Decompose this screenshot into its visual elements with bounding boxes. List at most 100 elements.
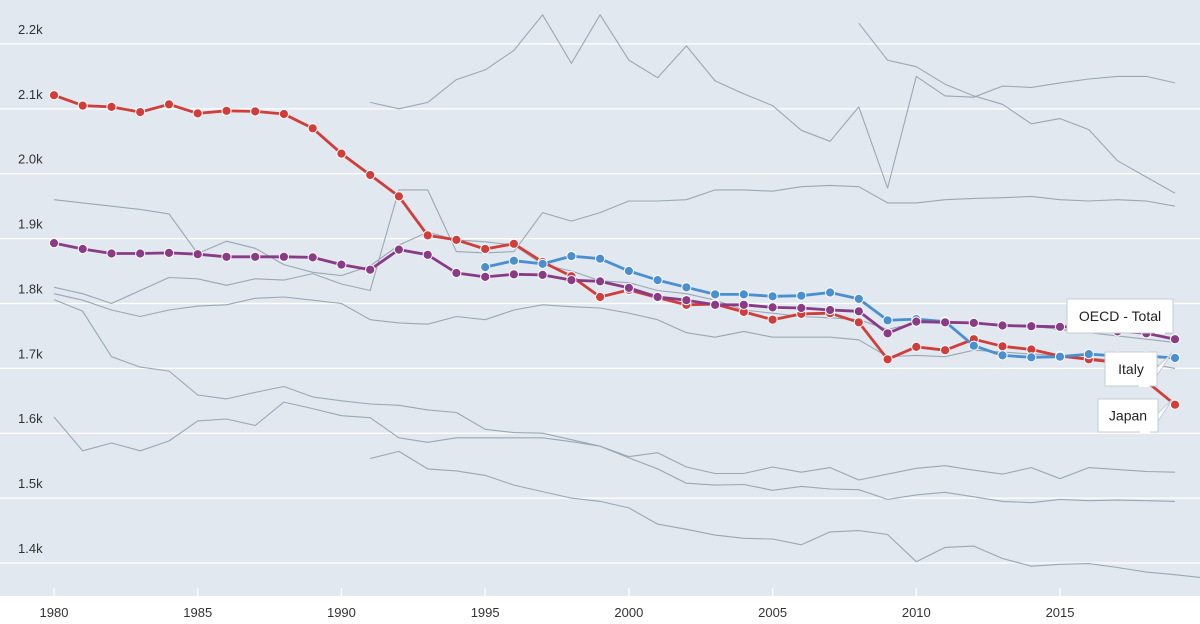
oecd-total-point[interactable] [595, 276, 606, 287]
x-tick-label: 2005 [758, 605, 787, 620]
highlighted-series [48, 90, 1181, 410]
oecd-total-point[interactable] [853, 306, 864, 317]
oecd-total-point[interactable] [192, 249, 203, 260]
japan-point[interactable] [192, 108, 203, 119]
italy-point[interactable] [968, 340, 979, 351]
oecd-total-point[interactable] [1026, 321, 1037, 332]
italy-point[interactable] [480, 262, 491, 273]
oecd-total-point[interactable] [1054, 321, 1066, 332]
japan-point[interactable] [106, 101, 117, 113]
oecd-total-point[interactable] [422, 249, 433, 260]
japan-point[interactable] [77, 100, 88, 111]
italy-point[interactable] [595, 253, 606, 264]
oecd-total-point[interactable] [480, 271, 491, 282]
oecd-total-point[interactable] [77, 243, 88, 255]
oecd-total-point[interactable] [940, 317, 951, 328]
context-series-line [53, 401, 1176, 481]
italy-point[interactable] [796, 290, 807, 301]
japan-point[interactable] [911, 341, 922, 352]
oecd-total-point[interactable] [163, 247, 175, 258]
japan-point[interactable] [767, 314, 778, 325]
oecd-total-point[interactable] [710, 299, 721, 310]
italy-point[interactable] [623, 265, 635, 277]
japan-point[interactable] [278, 108, 289, 120]
japan-point[interactable] [940, 345, 951, 356]
oecd-total-point[interactable] [451, 267, 462, 279]
callout-oecd-total: OECD - Total [1066, 298, 1174, 335]
japan-point[interactable] [163, 99, 175, 110]
oecd-total-point[interactable] [767, 302, 778, 313]
japan-point[interactable] [1169, 399, 1181, 410]
japan-point[interactable] [221, 105, 232, 116]
y-tick-label: 1.5k [18, 476, 43, 491]
y-tick-label: 1.6k [18, 411, 43, 426]
italy-point[interactable] [681, 282, 692, 293]
japan-point[interactable] [997, 341, 1008, 352]
series-callouts: OECD - Total Italy Japan [1066, 298, 1174, 433]
japan-point[interactable] [882, 354, 893, 365]
oecd-total-point[interactable] [221, 251, 232, 262]
oecd-total-point[interactable] [278, 251, 289, 262]
oecd-total-point[interactable] [738, 299, 749, 310]
context-series-line [370, 450, 1200, 579]
japan-point[interactable] [365, 169, 376, 181]
callout-box [1097, 398, 1159, 433]
oecd-total-point[interactable] [968, 317, 979, 328]
japan-point[interactable] [853, 317, 864, 328]
italy-point[interactable] [767, 291, 778, 302]
oecd-total-point[interactable] [106, 248, 117, 259]
italy-point[interactable] [825, 287, 836, 298]
italy-point[interactable] [537, 258, 548, 269]
italy-point[interactable] [566, 251, 577, 262]
japan-point[interactable] [451, 234, 462, 245]
japan-point[interactable] [307, 123, 318, 134]
oecd-total-point[interactable] [1169, 334, 1181, 345]
oecd-total-point[interactable] [652, 291, 663, 303]
callout-italy: Italy [1104, 351, 1173, 387]
oecd-total-point[interactable] [997, 320, 1008, 331]
japan-point[interactable] [595, 291, 606, 303]
oecd-total-point[interactable] [393, 244, 404, 255]
japan-point[interactable] [422, 230, 433, 241]
oecd-total-point[interactable] [135, 248, 146, 259]
italy-point[interactable] [1169, 352, 1181, 364]
oecd-total-point[interactable] [796, 302, 807, 314]
italy-point[interactable] [508, 255, 520, 266]
italy-point[interactable] [1083, 349, 1094, 360]
japan-point[interactable] [508, 238, 520, 249]
japan-point[interactable] [135, 107, 146, 118]
x-tick-label: 1985 [183, 605, 212, 620]
oecd-total-point[interactable] [365, 264, 376, 275]
oecd-total-point[interactable] [882, 328, 893, 339]
oecd-total-point[interactable] [566, 275, 577, 286]
oecd-total-point[interactable] [336, 259, 347, 270]
italy-point[interactable] [652, 275, 663, 286]
oecd-total-point[interactable] [48, 238, 60, 249]
italy-point[interactable] [710, 289, 721, 300]
callout-label: OECD - Total [1079, 308, 1161, 324]
italy-point[interactable] [1026, 352, 1037, 363]
oecd-total-point[interactable] [825, 304, 836, 316]
callout-label: Italy [1118, 361, 1144, 377]
oecd-total-point[interactable] [307, 252, 318, 263]
oecd-total-point[interactable] [623, 282, 635, 293]
italy-point[interactable] [882, 315, 893, 326]
italy-point[interactable] [1054, 351, 1066, 362]
oecd-total-point[interactable] [508, 269, 520, 280]
japan-point[interactable] [480, 243, 491, 255]
x-tick-label: 1980 [40, 605, 69, 620]
oecd-total-point[interactable] [911, 316, 922, 327]
oecd-total-point[interactable] [681, 295, 692, 306]
context-series-line [858, 22, 1176, 194]
context-series-line [370, 14, 1176, 189]
japan-point[interactable] [48, 90, 60, 101]
oecd-total-point[interactable] [537, 269, 548, 280]
oecd-total-point[interactable] [250, 251, 261, 262]
italy-point[interactable] [853, 293, 864, 304]
japan-point[interactable] [393, 191, 404, 202]
japan-point[interactable] [250, 106, 261, 117]
japan-point[interactable] [336, 148, 347, 159]
italy-point[interactable] [738, 289, 749, 300]
context-series-line [53, 299, 1176, 504]
italy-point[interactable] [997, 350, 1008, 361]
